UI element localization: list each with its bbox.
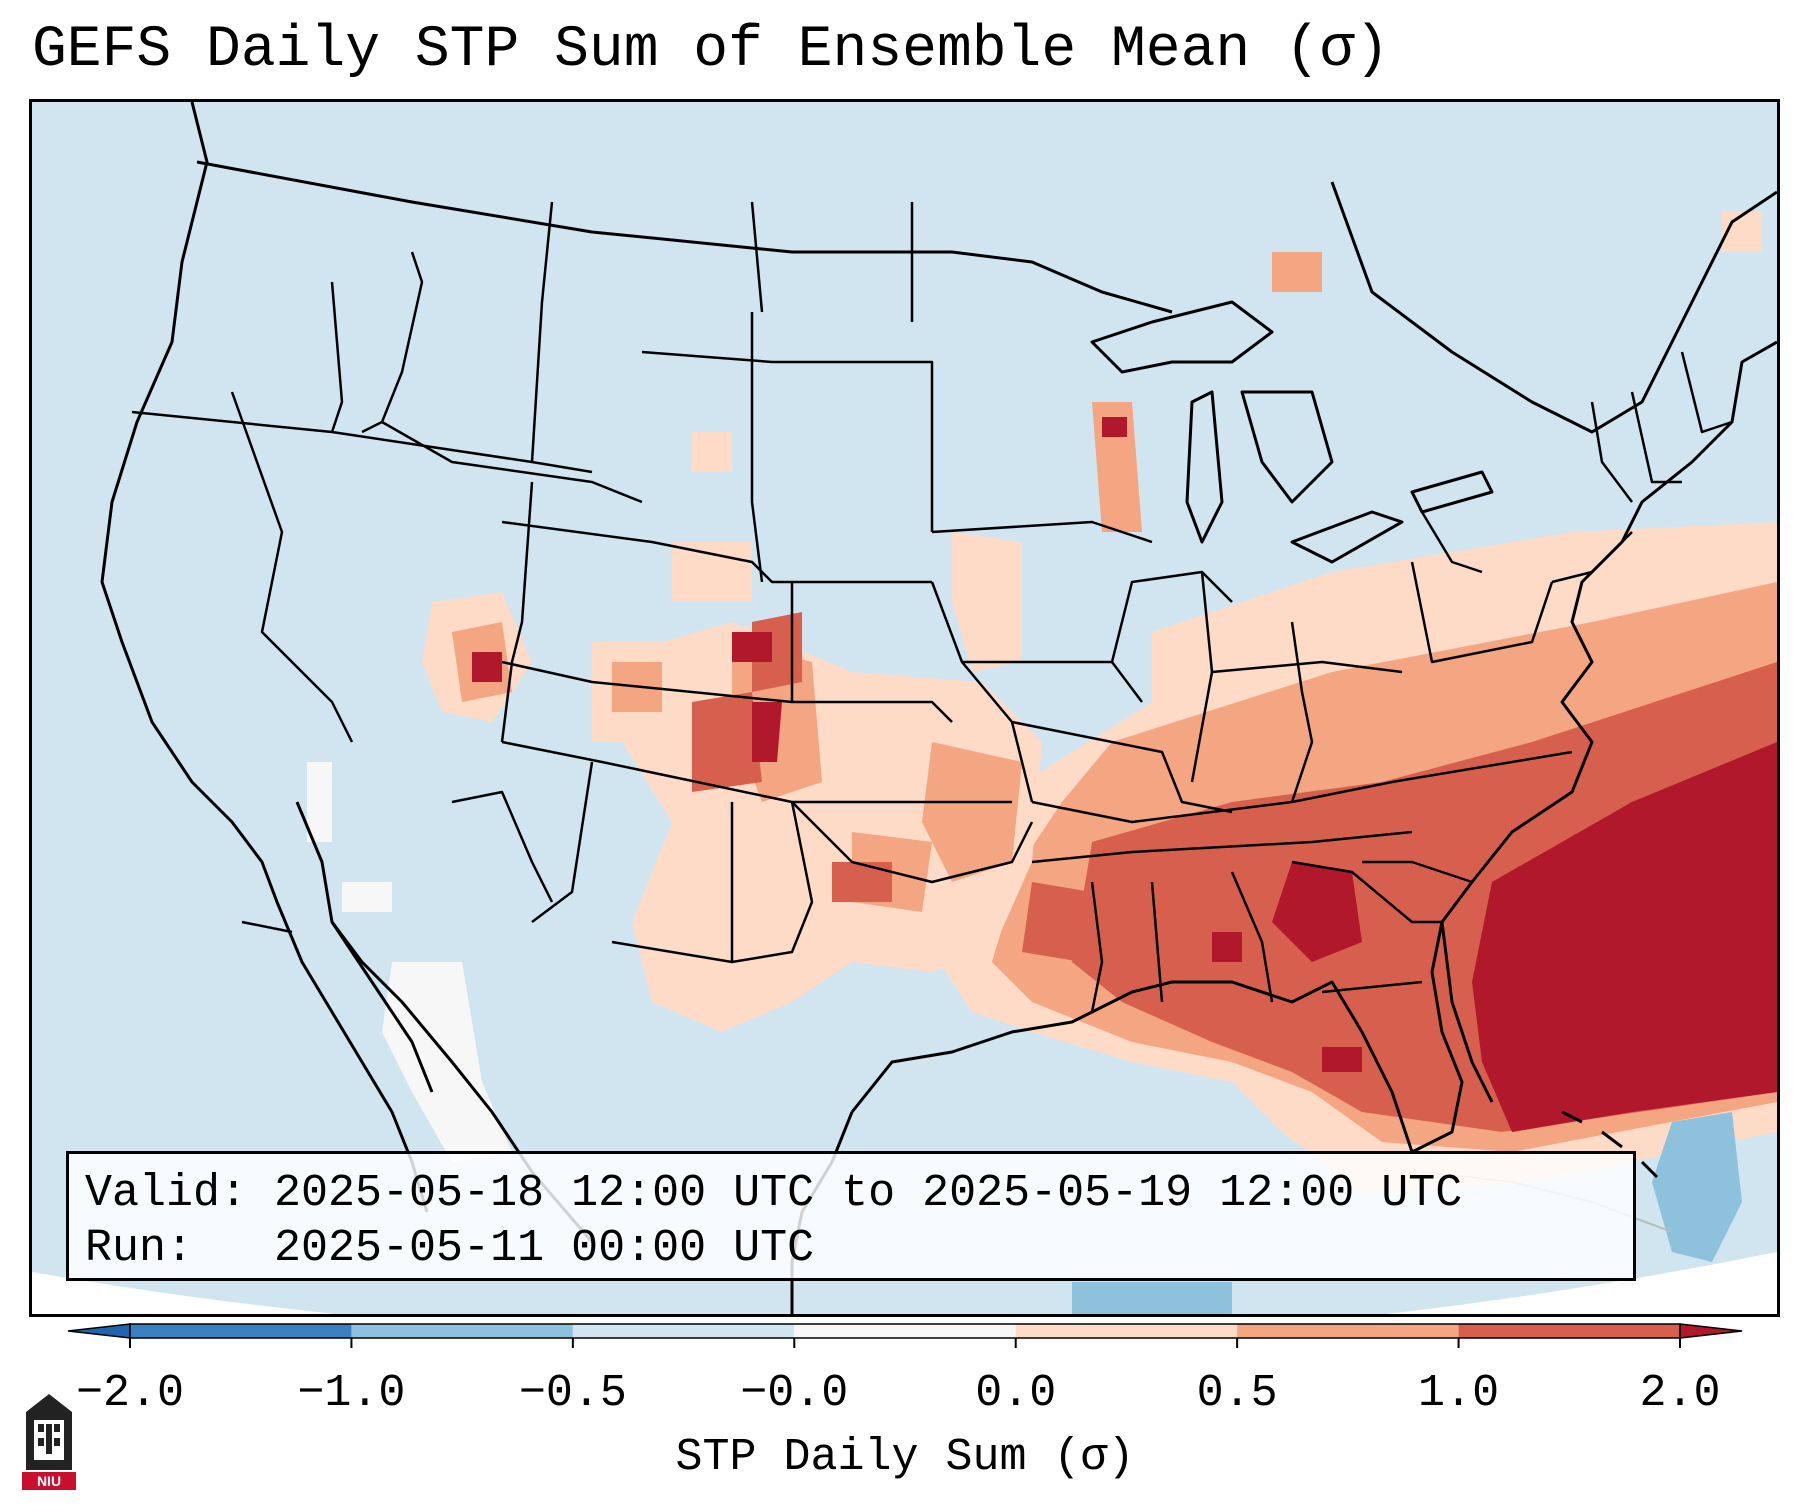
great-lake-huron bbox=[1240, 390, 1334, 504]
colorbar-tick-label: −1.0 bbox=[297, 1368, 406, 1419]
state-borders bbox=[131, 201, 1733, 1013]
page-title: GEFS Daily STP Sum of Ensemble Mean (σ) bbox=[32, 18, 1390, 83]
colorbar-outline bbox=[129, 1323, 1681, 1339]
great-lake-ontario bbox=[1410, 470, 1494, 514]
great-lake-michigan bbox=[1185, 390, 1224, 544]
colorbar-over-extend bbox=[1679, 1323, 1743, 1339]
anomaly-region-extreme bbox=[732, 632, 772, 662]
colorbar-bin bbox=[351, 1324, 573, 1338]
anomaly-region-extreme bbox=[1322, 1047, 1362, 1072]
colorbar-tick-label: −2.0 bbox=[75, 1368, 185, 1419]
colorbar-bin bbox=[1015, 1324, 1238, 1338]
map-lines bbox=[100, 102, 1777, 1314]
anomaly-region-strong bbox=[692, 692, 762, 792]
colorbar-bin bbox=[794, 1324, 1016, 1338]
coastline-canada-east bbox=[1330, 181, 1777, 434]
colorbar-bin bbox=[572, 1324, 795, 1338]
colorbar-graphic bbox=[67, 1323, 1743, 1348]
anomaly-region-extreme bbox=[1102, 417, 1127, 437]
valid-run-info-box: Valid: 2025-05-18 12:00 UTC to 2025-05-1… bbox=[66, 1151, 1636, 1281]
anomaly-region-extreme bbox=[1212, 932, 1242, 962]
anomaly-region-strong bbox=[832, 862, 892, 902]
colorbar-bin bbox=[1237, 1324, 1459, 1338]
anomaly-region-light bbox=[672, 542, 752, 602]
colorbar-tick-label: 1.0 bbox=[1418, 1368, 1500, 1419]
anomaly-region-neutral bbox=[382, 962, 512, 1162]
colorbar-tick-label: −0.5 bbox=[518, 1368, 627, 1419]
border-canada bbox=[196, 160, 1173, 314]
anomaly-region-medium bbox=[1272, 252, 1322, 292]
colorbar-bin bbox=[1458, 1324, 1680, 1338]
map-panel bbox=[29, 99, 1780, 1317]
run-time-text: Run: 2025-05-11 00:00 UTC bbox=[85, 1223, 815, 1274]
anomaly-region-neutral bbox=[307, 762, 332, 842]
anomaly-region-extreme bbox=[1472, 742, 1777, 1132]
anomaly-region-extreme bbox=[1272, 862, 1362, 962]
colorbar-bin bbox=[130, 1324, 352, 1338]
colorbar-under-extend bbox=[67, 1323, 131, 1339]
anomaly-region-light bbox=[952, 532, 1022, 672]
colorbar-tick-label: −0.0 bbox=[740, 1368, 849, 1419]
colorbar-tick-label: 2.0 bbox=[1639, 1368, 1721, 1419]
anomaly-region-negative bbox=[1652, 1112, 1742, 1262]
coastline-west bbox=[100, 102, 429, 1213]
great-lake-erie bbox=[1290, 510, 1404, 564]
coastline-gulf bbox=[850, 921, 1464, 1154]
colorbar-tick-label: 0.5 bbox=[1196, 1368, 1278, 1419]
colorbar-label: STP Daily Sum (σ) bbox=[675, 1432, 1135, 1483]
stp-map bbox=[32, 102, 1777, 1314]
logo-text: NIU bbox=[37, 1473, 61, 1489]
valid-time-text: Valid: 2025-05-18 12:00 UTC to 2025-05-1… bbox=[85, 1168, 1463, 1219]
coastline-baja bbox=[295, 801, 434, 1093]
anomaly-region-neutral bbox=[342, 882, 392, 912]
anomaly-region-light bbox=[692, 432, 732, 472]
anomaly-region-strong bbox=[1022, 882, 1092, 962]
anomaly-region-negative bbox=[1072, 1282, 1232, 1314]
anomaly-region-extreme bbox=[752, 702, 782, 762]
coastline-east bbox=[1440, 340, 1777, 923]
colorbar-tick-label: 0.0 bbox=[975, 1368, 1057, 1419]
colorbar bbox=[60, 1320, 1750, 1380]
anomaly-region-medium bbox=[922, 742, 1022, 882]
niu-tower-logo: NIU bbox=[22, 1394, 76, 1490]
coastline-florida bbox=[1440, 921, 1494, 1103]
bahamas bbox=[1561, 1110, 1659, 1179]
anomaly-region-extreme bbox=[472, 652, 502, 682]
great-lake-superior bbox=[1090, 300, 1274, 374]
